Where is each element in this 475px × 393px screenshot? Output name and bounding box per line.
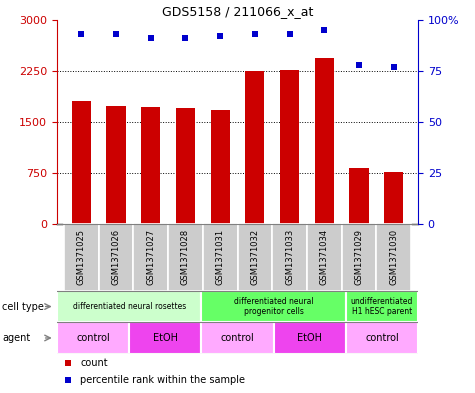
Text: EtOH: EtOH (297, 333, 322, 343)
Point (286, 31, 294, 37)
Bar (57, 291, 201, 322)
Point (181, 35, 189, 41)
Bar (176, 108, 195, 224)
Text: agent: agent (2, 333, 30, 343)
Bar (141, 107, 160, 224)
Point (251, 31, 259, 37)
Bar (64, 224, 99, 291)
Bar (168, 224, 203, 291)
Point (355, 61, 363, 68)
Text: GSM1371032: GSM1371032 (250, 229, 259, 285)
Bar (376, 224, 411, 291)
Bar (346, 291, 418, 322)
Bar (350, 168, 369, 224)
Text: GSM1371034: GSM1371034 (320, 229, 329, 285)
Text: control: control (76, 333, 110, 343)
Text: GSM1371033: GSM1371033 (285, 229, 294, 285)
Text: GSM1371028: GSM1371028 (181, 229, 190, 285)
Point (216, 33, 224, 39)
Bar (342, 224, 376, 291)
Text: EtOH: EtOH (153, 333, 178, 343)
Bar (274, 322, 346, 354)
Point (147, 35, 154, 41)
Bar (57, 322, 129, 354)
Bar (72, 101, 91, 224)
Text: count: count (80, 358, 108, 367)
Text: control: control (220, 333, 255, 343)
Point (321, 27, 328, 33)
Bar (203, 224, 238, 291)
Text: undifferentiated
H1 hESC parent: undifferentiated H1 hESC parent (351, 297, 413, 316)
Text: control: control (365, 333, 399, 343)
Bar (201, 322, 274, 354)
Bar (245, 71, 265, 224)
Text: differentiated neural rosettes: differentiated neural rosettes (73, 302, 186, 311)
Bar (315, 58, 334, 224)
Bar (201, 291, 346, 322)
Bar (238, 224, 272, 291)
Bar (280, 70, 299, 224)
Text: percentile rank within the sample: percentile rank within the sample (80, 375, 246, 385)
Bar (384, 172, 403, 224)
Bar (346, 322, 418, 354)
Bar (133, 224, 168, 291)
Text: GSM1371026: GSM1371026 (112, 229, 121, 285)
Bar (129, 322, 201, 354)
Text: differentiated neural
progenitor cells: differentiated neural progenitor cells (234, 297, 314, 316)
Text: GSM1371025: GSM1371025 (77, 229, 86, 285)
Bar (307, 224, 342, 291)
Bar (106, 106, 125, 224)
Point (77, 31, 85, 37)
Point (64, 377, 72, 384)
Text: GSM1371029: GSM1371029 (354, 229, 363, 285)
Bar (272, 224, 307, 291)
Text: GSM1371031: GSM1371031 (216, 229, 225, 285)
Title: GDS5158 / 211066_x_at: GDS5158 / 211066_x_at (162, 6, 313, 18)
Point (112, 31, 120, 37)
Text: GSM1371030: GSM1371030 (389, 229, 398, 285)
Bar (210, 110, 230, 224)
Text: GSM1371027: GSM1371027 (146, 229, 155, 285)
Text: cell type: cell type (2, 301, 44, 312)
Point (64, 359, 72, 365)
Point (390, 64, 398, 70)
Bar (99, 224, 133, 291)
